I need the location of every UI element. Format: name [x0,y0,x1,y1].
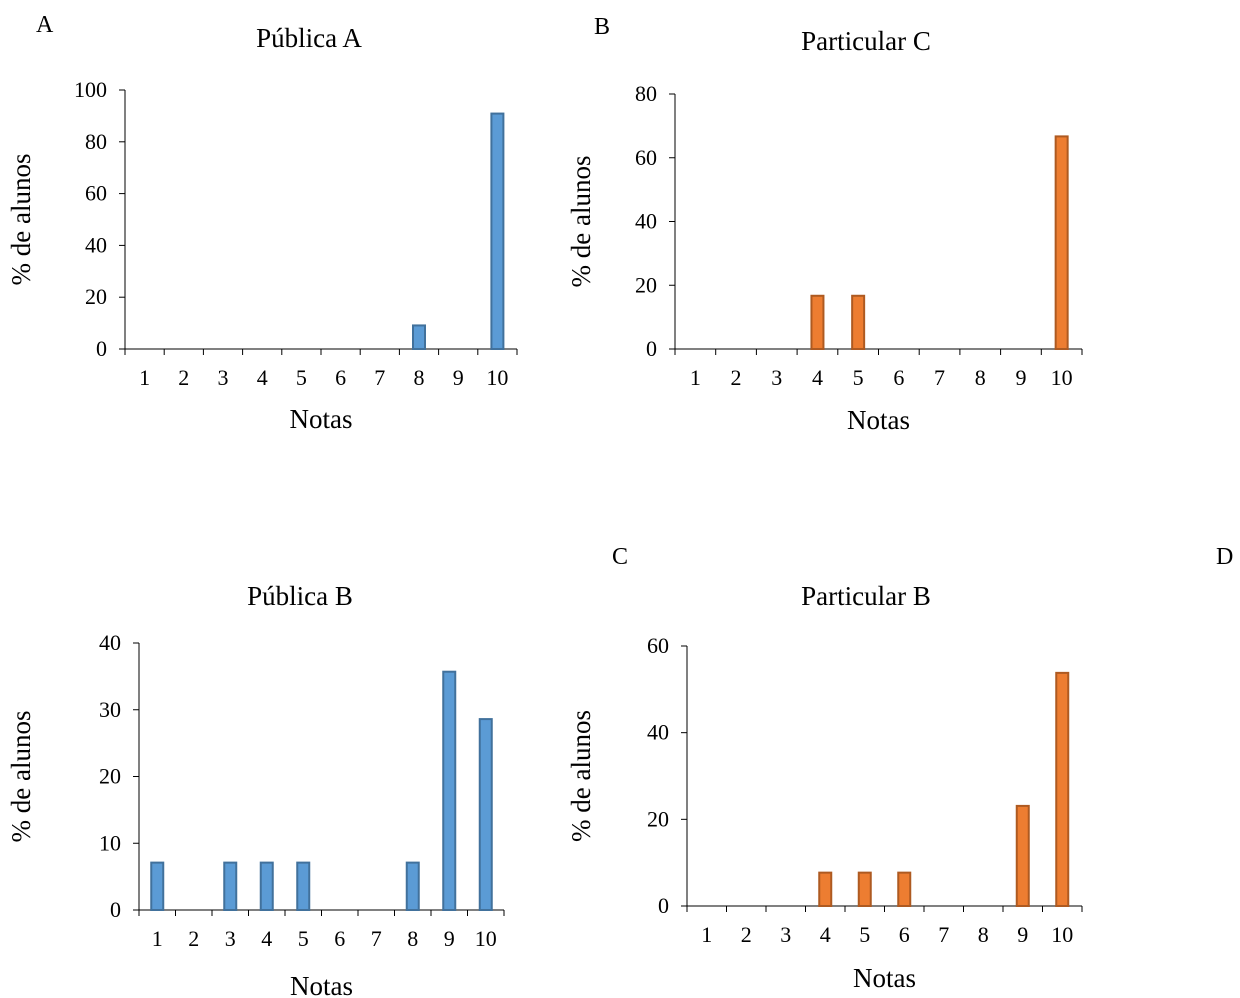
chart-4-y-tick-label: 60 [647,633,669,658]
chart-3-x-tick-label: 5 [298,926,309,951]
chart-3-bar [405,861,420,911]
chart-4-x-tick-label: 5 [859,922,870,947]
chart-1-y-tick-label: 80 [85,129,107,154]
chart-1-y-tick-label: 40 [85,232,107,257]
chart-2-x-tick-label: 2 [731,365,742,390]
chart-1-x-tick-label: 7 [374,365,385,390]
chart-4-x-tick-label: 3 [780,922,791,947]
chart-3-bar [259,861,274,911]
chart-4-bar [818,871,833,908]
chart-2-y-tick-label: 60 [635,145,657,170]
chart-4-x-tick-label: 6 [899,922,910,947]
chart-4-y-tick-label: 0 [658,893,669,918]
chart-4-y-tick-label: 40 [647,720,669,745]
chart-4-x-axis-label: Notas [853,963,916,993]
chart-3-x-tick-label: 1 [152,926,163,951]
chart-3-x-tick-label: 3 [225,926,236,951]
chart-2-x-tick-label: 8 [975,365,986,390]
chart-3-bar [442,670,457,912]
chart-2-x-tick-label: 7 [934,365,945,390]
chart-3-bar [478,718,493,911]
panel-label-b: B [594,14,611,40]
panel-label-d: D [1216,544,1234,570]
chart-1-x-tick-label: 1 [139,365,150,390]
chart-1-y-tick-label: 60 [85,181,107,206]
chart-1-y-tick-label: 100 [74,77,107,102]
chart-3-x-tick-label: 9 [444,926,455,951]
chart-4-x-tick-label: 1 [701,922,712,947]
chart-1-x-tick-label: 9 [453,365,464,390]
chart-4-x-tick-label: 8 [978,922,989,947]
chart-4-x-tick-label: 9 [1017,922,1028,947]
chart-4-bar [1055,671,1070,907]
chart-4-bar [897,871,912,908]
chart-1-x-tick-label: 3 [218,365,229,390]
chart-3-bar [150,861,165,911]
chart-4-y-axis-label: % de alunos [566,710,596,842]
chart-2-bar [851,294,866,350]
chart-3-x-tick-label: 4 [261,926,272,951]
chart-3-y-tick-label: 30 [99,697,121,722]
chart-1-x-tick-label: 6 [335,365,346,390]
chart-2-bar [1054,135,1069,350]
chart-1-bar [412,324,426,350]
chart-1-x-tick-label: 4 [257,365,268,390]
chart-2-bar [810,294,825,350]
chart-2-x-tick-label: 9 [1015,365,1026,390]
chart-3-title: Pública B [247,581,353,611]
chart-3-x-tick-label: 8 [407,926,418,951]
chart-3-bar [296,861,311,911]
chart-4-x-tick-label: 7 [938,922,949,947]
panel-label-a: A [36,12,54,38]
chart-1-y-tick-label: 0 [96,336,107,361]
chart-2-x-tick-label: 3 [771,365,782,390]
chart-2-x-tick-label: 10 [1051,365,1073,390]
chart-3-x-tick-label: 2 [188,926,199,951]
chart-3-y-tick-label: 40 [99,630,121,655]
chart-3-bar [223,861,238,911]
chart-2-x-tick-label: 5 [853,365,864,390]
chart-3-y-tick-label: 0 [110,897,121,922]
chart-4-title: Particular B [801,581,931,611]
chart-3-x-tick-label: 7 [371,926,382,951]
chart-2-y-tick-label: 0 [646,336,657,361]
chart-1-y-tick-label: 20 [85,284,107,309]
chart-2-x-tick-label: 4 [812,365,823,390]
chart-3-y-axis-label: % de alunos [6,711,36,843]
chart-3-x-tick-label: 10 [475,926,497,951]
chart-2-x-tick-label: 1 [690,365,701,390]
chart-2-y-axis-label: % de alunos [566,156,596,288]
chart-2-y-tick-label: 40 [635,209,657,234]
chart-2-y-tick-label: 80 [635,81,657,106]
chart-4-x-tick-label: 10 [1051,922,1073,947]
chart-1-y-axis-label: % de alunos [6,154,36,286]
chart-2-x-axis-label: Notas [847,405,910,435]
chart-4-x-tick-label: 2 [741,922,752,947]
chart-2-x-tick-label: 6 [893,365,904,390]
chart-4-bar [1015,804,1030,908]
chart-2-title: Particular C [801,26,931,56]
chart-4-y-tick-label: 20 [647,806,669,831]
chart-4-bar [857,871,872,908]
chart-1-x-tick-label: 8 [414,365,425,390]
chart-1-x-tick-label: 10 [486,365,508,390]
chart-1-x-tick-label: 5 [296,365,307,390]
panel-label-c: C [612,544,629,570]
chart-1-x-tick-label: 2 [178,365,189,390]
chart-3-y-tick-label: 10 [99,830,121,855]
chart-3-x-axis-label: Notas [290,971,353,998]
chart-4-x-tick-label: 4 [820,922,831,947]
chart-3-x-tick-label: 6 [334,926,345,951]
chart-2-y-tick-label: 20 [635,272,657,297]
chart-1-bar [490,112,505,350]
chart-3-y-tick-label: 20 [99,764,121,789]
chart-1-title: Pública A [256,23,362,53]
chart-1-x-axis-label: Notas [290,404,353,434]
